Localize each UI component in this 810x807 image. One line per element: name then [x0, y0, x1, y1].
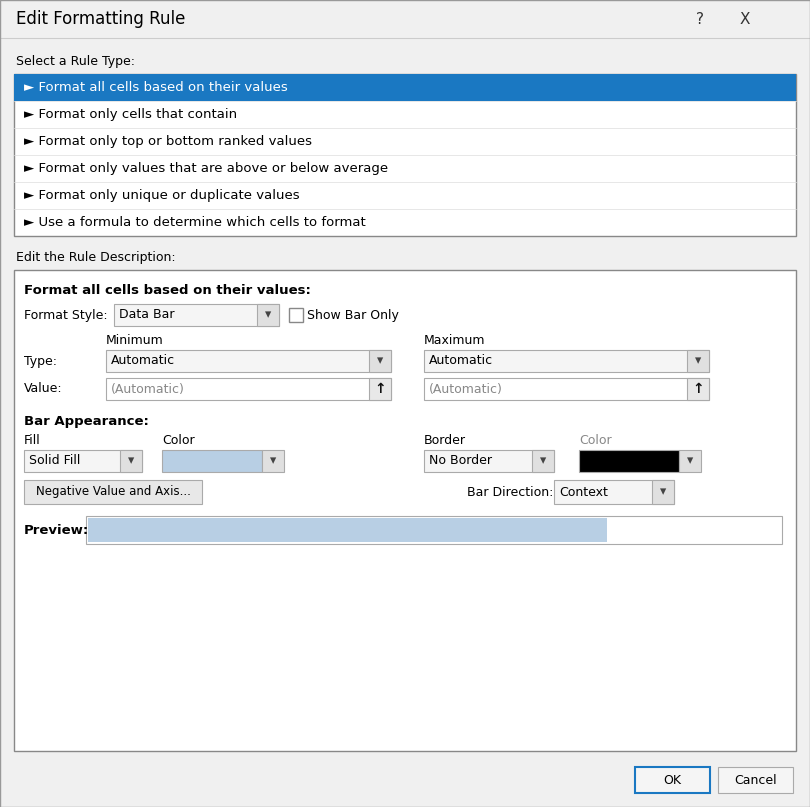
Text: No Border: No Border: [429, 454, 492, 467]
Text: Preview:: Preview:: [24, 524, 89, 537]
Text: ► Format all cells based on their values: ► Format all cells based on their values: [24, 81, 288, 94]
Bar: [532, 450, 554, 472]
Text: Type:: Type:: [24, 354, 57, 367]
Text: (Automatic): (Automatic): [429, 383, 503, 395]
Bar: [289, 308, 303, 322]
Text: Show Bar Only: Show Bar Only: [307, 308, 399, 321]
Text: Border: Border: [424, 433, 466, 446]
Text: Data Bar: Data Bar: [119, 308, 174, 321]
Text: Format Style:: Format Style:: [24, 308, 108, 321]
Text: (Automatic): (Automatic): [111, 383, 185, 395]
Text: ▾: ▾: [660, 486, 666, 499]
Text: Format all cells based on their values:: Format all cells based on their values:: [24, 283, 311, 296]
Bar: [579, 450, 679, 472]
Text: ▾: ▾: [687, 454, 693, 467]
Text: OK: OK: [663, 773, 681, 787]
Bar: [14, 74, 796, 101]
Text: ▾: ▾: [128, 454, 134, 467]
Text: ▾: ▾: [265, 308, 271, 321]
Text: Negative Value and Axis...: Negative Value and Axis...: [36, 486, 190, 499]
Bar: [0, 0, 810, 38]
Bar: [162, 450, 262, 472]
Bar: [86, 516, 782, 544]
Bar: [424, 450, 554, 472]
Text: ↑: ↑: [693, 382, 704, 396]
Text: Fill: Fill: [24, 433, 40, 446]
Text: Context: Context: [559, 486, 608, 499]
Bar: [120, 450, 142, 472]
Text: Solid Fill: Solid Fill: [29, 454, 80, 467]
Text: Minimum: Minimum: [106, 333, 164, 346]
Text: Value:: Value:: [24, 383, 62, 395]
Bar: [687, 350, 709, 372]
Bar: [369, 350, 391, 372]
Text: Automatic: Automatic: [429, 354, 493, 367]
Bar: [369, 378, 391, 400]
Bar: [14, 270, 796, 751]
Text: Bar Direction:: Bar Direction:: [467, 486, 553, 499]
Text: Cancel: Cancel: [734, 773, 777, 787]
Text: Select a Rule Type:: Select a Rule Type:: [16, 56, 135, 69]
Bar: [88, 518, 607, 542]
Bar: [635, 767, 710, 793]
Text: ▾: ▾: [540, 454, 546, 467]
Text: X: X: [740, 11, 750, 27]
Bar: [257, 304, 279, 326]
Bar: [554, 480, 674, 504]
Bar: [114, 304, 279, 326]
Bar: [687, 378, 709, 400]
Bar: [14, 74, 796, 236]
Text: Maximum: Maximum: [424, 333, 485, 346]
Text: ▾: ▾: [377, 354, 383, 367]
Bar: [424, 378, 709, 400]
Text: ?: ?: [696, 11, 704, 27]
Text: Automatic: Automatic: [111, 354, 175, 367]
Bar: [424, 350, 709, 372]
Text: ► Use a formula to determine which cells to format: ► Use a formula to determine which cells…: [24, 216, 366, 229]
Bar: [679, 450, 701, 472]
Text: ↑: ↑: [374, 382, 386, 396]
Text: ► Format only cells that contain: ► Format only cells that contain: [24, 108, 237, 121]
Text: Color: Color: [162, 433, 194, 446]
Bar: [262, 450, 284, 472]
Text: Edit Formatting Rule: Edit Formatting Rule: [16, 10, 185, 28]
Text: Edit the Rule Description:: Edit the Rule Description:: [16, 252, 176, 265]
Text: ► Format only top or bottom ranked values: ► Format only top or bottom ranked value…: [24, 135, 312, 148]
Bar: [24, 450, 142, 472]
Text: Color: Color: [579, 433, 612, 446]
Text: ► Format only unique or duplicate values: ► Format only unique or duplicate values: [24, 189, 300, 202]
Bar: [106, 350, 391, 372]
Text: ► Format only values that are above or below average: ► Format only values that are above or b…: [24, 162, 388, 175]
Text: ▾: ▾: [270, 454, 276, 467]
Bar: [652, 480, 674, 504]
Bar: [106, 378, 391, 400]
Bar: [718, 767, 793, 793]
Text: Bar Appearance:: Bar Appearance:: [24, 416, 149, 429]
Bar: [24, 480, 202, 504]
Text: ▾: ▾: [695, 354, 701, 367]
